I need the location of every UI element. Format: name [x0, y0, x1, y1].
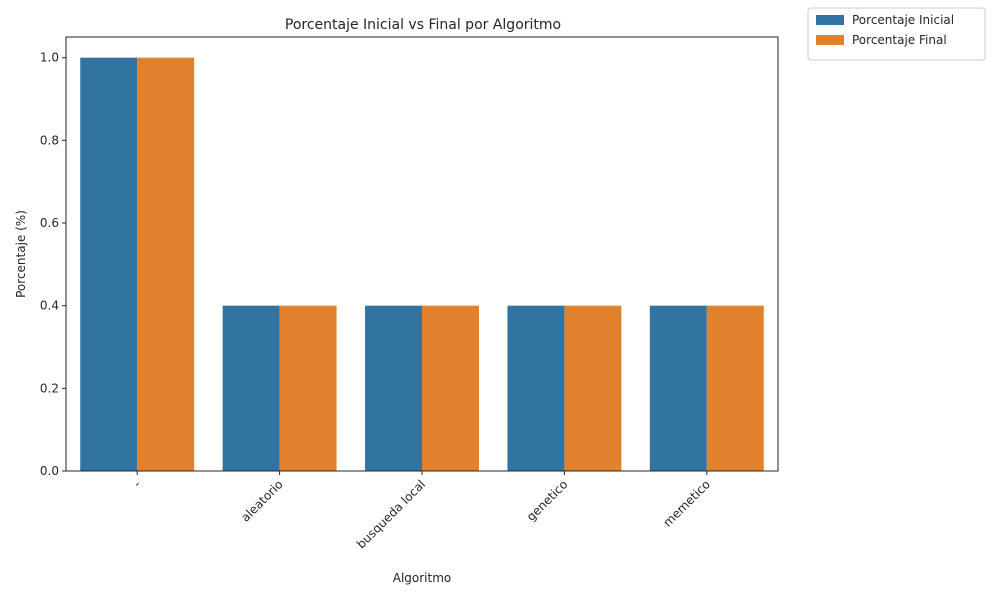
y-tick-label: 0.2 [40, 381, 59, 395]
bar-1-1 [279, 305, 337, 471]
y-tick-label: 0.0 [40, 464, 59, 478]
bar-1-3 [564, 305, 622, 471]
x-axis: - aleatorio busqueda local genetico memetico [130, 471, 713, 551]
legend-swatch-0 [816, 15, 844, 25]
x-tick-label: aleatorio [238, 477, 285, 524]
bar-0-1 [222, 305, 280, 471]
x-axis-label: Algoritmo [393, 571, 452, 585]
bar-0-0 [80, 57, 138, 472]
y-tick-label: 1.0 [40, 51, 59, 65]
bar-0-2 [365, 305, 422, 471]
y-tick-label: 0.8 [40, 133, 59, 147]
y-tick-label: 0.6 [40, 216, 59, 230]
legend-label-0: Porcentaje Inicial [852, 13, 954, 27]
bar-0-4 [649, 305, 707, 471]
bar-0-3 [507, 305, 565, 471]
y-axis: 0.0 0.2 0.4 0.6 0.8 1.0 [40, 51, 66, 478]
legend: Porcentaje Inicial Porcentaje Final [807, 7, 986, 61]
chart-title: Porcentaje Inicial vs Final por Algoritm… [285, 17, 561, 33]
bar-1-4 [706, 305, 764, 471]
legend-swatch-1 [816, 35, 844, 45]
x-tick-label: genetico [524, 477, 571, 524]
plot-frame [65, 36, 779, 472]
bar-1-2 [422, 305, 479, 471]
x-tick-label: - [130, 477, 143, 490]
y-tick-label: 0.4 [40, 299, 59, 313]
bars-group [80, 57, 764, 472]
y-axis-label: Porcentaje (%) [14, 210, 28, 298]
legend-frame [807, 7, 986, 61]
x-tick-label: memetico [661, 477, 713, 529]
legend-label-1: Porcentaje Final [852, 33, 947, 47]
x-tick-label: busqueda local [354, 477, 428, 551]
bar-1-0 [137, 57, 195, 472]
